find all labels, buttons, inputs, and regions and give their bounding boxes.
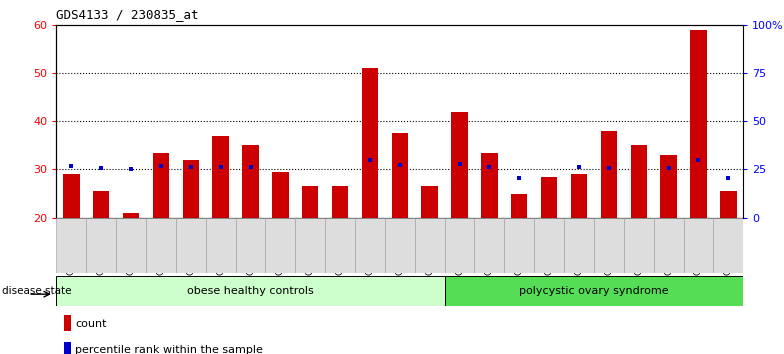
Bar xyxy=(205,218,236,273)
Bar xyxy=(266,218,296,273)
Bar xyxy=(601,131,617,314)
Bar xyxy=(242,145,259,314)
Bar xyxy=(272,172,289,314)
Bar xyxy=(56,218,86,273)
Bar xyxy=(302,186,318,314)
Bar xyxy=(355,218,385,273)
Bar xyxy=(361,68,378,314)
Bar xyxy=(564,218,594,273)
Bar xyxy=(325,218,355,273)
Bar xyxy=(654,218,684,273)
Bar xyxy=(64,174,80,314)
Bar xyxy=(332,186,348,314)
Bar xyxy=(660,155,677,314)
Text: disease state: disease state xyxy=(2,286,71,296)
Bar xyxy=(385,218,415,273)
Bar xyxy=(153,153,169,314)
Bar xyxy=(146,218,176,273)
Bar xyxy=(534,218,564,273)
Bar xyxy=(296,218,325,273)
Bar xyxy=(392,133,408,314)
Text: count: count xyxy=(75,319,107,329)
Bar xyxy=(445,218,474,273)
Bar xyxy=(93,191,110,314)
Bar xyxy=(56,276,445,306)
Bar xyxy=(630,145,647,314)
Text: percentile rank within the sample: percentile rank within the sample xyxy=(75,345,263,354)
Bar xyxy=(481,153,498,314)
Bar xyxy=(684,218,713,273)
Bar xyxy=(474,218,504,273)
Bar xyxy=(86,218,116,273)
Text: polycystic ovary syndrome: polycystic ovary syndrome xyxy=(519,286,669,296)
Bar xyxy=(541,177,557,314)
Bar xyxy=(116,218,146,273)
Bar xyxy=(504,218,534,273)
Bar xyxy=(511,194,528,314)
Bar xyxy=(713,218,743,273)
Bar xyxy=(571,174,587,314)
Bar xyxy=(624,218,654,273)
Bar xyxy=(123,213,140,314)
Text: obese healthy controls: obese healthy controls xyxy=(187,286,314,296)
Bar xyxy=(445,276,743,306)
Bar xyxy=(176,218,205,273)
Bar xyxy=(415,218,445,273)
Bar xyxy=(720,191,736,314)
Bar xyxy=(212,136,229,314)
Bar xyxy=(236,218,266,273)
Bar xyxy=(594,218,624,273)
Bar xyxy=(64,315,71,331)
Text: GDS4133 / 230835_at: GDS4133 / 230835_at xyxy=(56,8,199,21)
Bar xyxy=(64,342,71,354)
Bar xyxy=(422,186,438,314)
Bar xyxy=(183,160,199,314)
Bar xyxy=(452,112,468,314)
Bar xyxy=(690,30,706,314)
